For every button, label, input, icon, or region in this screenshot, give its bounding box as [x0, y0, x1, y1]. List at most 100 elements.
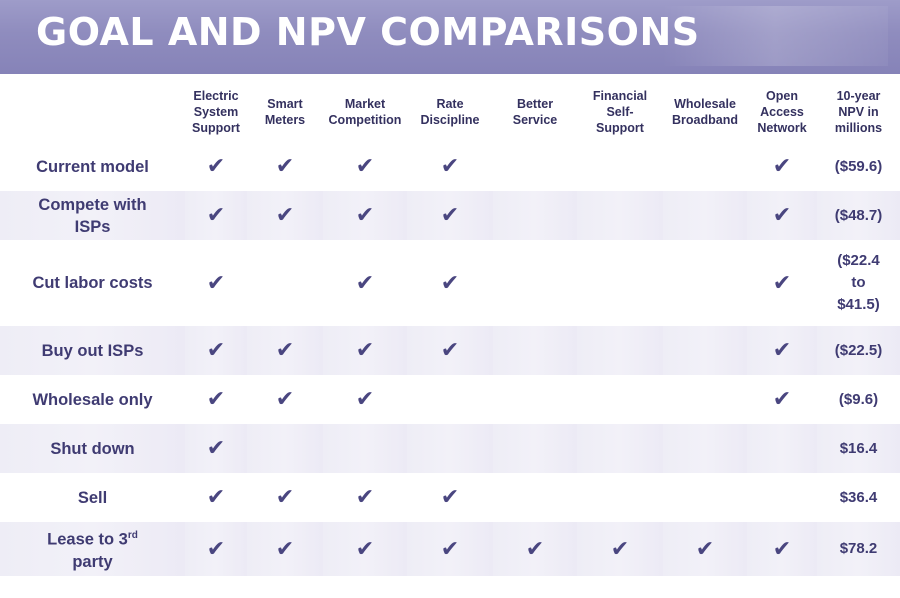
check-cell: ✔ — [247, 191, 323, 240]
check-cell: ✔ — [407, 473, 493, 522]
npv-value: $16.4 — [817, 424, 900, 473]
checkmark-icon: ✔ — [206, 485, 226, 510]
row-label: Wholesale only — [32, 390, 153, 409]
check-cell: ✔ — [663, 522, 747, 576]
check-cell — [407, 375, 493, 424]
check-cell: ✔ — [185, 142, 247, 191]
checkmark-icon: ✔ — [440, 154, 460, 179]
checkmark-icon: ✔ — [772, 203, 792, 228]
comparison-table: Electric System Support Smart Meters Mar… — [0, 82, 900, 576]
checkmark-icon: ✔ — [772, 154, 792, 179]
check-cell — [493, 240, 577, 326]
check-cell: ✔ — [185, 191, 247, 240]
check-cell: ✔ — [323, 142, 407, 191]
check-cell: ✔ — [323, 522, 407, 576]
check-cell — [493, 191, 577, 240]
column-header-npv: 10-year NPV in millions — [834, 89, 883, 135]
row-label: Current model — [36, 157, 149, 176]
check-cell: ✔ — [407, 522, 493, 576]
table-row: Sell ✔ ✔ ✔ ✔ $36.4 — [0, 473, 900, 522]
check-cell — [247, 424, 323, 473]
check-cell: ✔ — [577, 522, 663, 576]
check-cell — [663, 142, 747, 191]
checkmark-icon: ✔ — [275, 338, 295, 363]
check-cell — [493, 142, 577, 191]
row-label: Buy out ISPs — [0, 326, 185, 375]
row-label: Shut down — [0, 424, 185, 473]
check-cell: ✔ — [747, 375, 817, 424]
check-cell — [493, 424, 577, 473]
npv-value: $36.4 — [839, 488, 878, 506]
check-cell — [577, 424, 663, 473]
check-cell: ✔ — [247, 142, 323, 191]
check-cell: ✔ — [747, 522, 817, 576]
checkmark-icon: ✔ — [440, 536, 460, 562]
check-cell — [747, 424, 817, 473]
check-cell — [577, 240, 663, 326]
table-row: Current model ✔ ✔ ✔ ✔ ✔ ($59.6) — [0, 142, 900, 191]
corner-cell — [0, 82, 185, 142]
check-cell — [323, 424, 407, 473]
check-cell — [493, 375, 577, 424]
check-cell: ✔ — [747, 326, 817, 375]
checkmark-icon: ✔ — [355, 338, 375, 363]
column-header: Wholesale Broadband — [672, 97, 738, 127]
column-header: Open Access Network — [757, 89, 807, 135]
check-cell: ✔ — [407, 240, 493, 326]
check-cell — [577, 473, 663, 522]
check-cell — [663, 191, 747, 240]
check-cell — [747, 473, 817, 522]
table-row: Buy out ISPs ✔ ✔ ✔ ✔ ✔ ($22.5) — [0, 326, 900, 375]
checkmark-icon: ✔ — [275, 536, 295, 562]
check-cell: ✔ — [185, 375, 247, 424]
column-header: Market Competition — [328, 97, 402, 127]
check-cell: ✔ — [185, 522, 247, 576]
check-cell: ✔ — [747, 240, 817, 326]
npv-value: ($48.7) — [817, 191, 900, 240]
checkmark-icon: ✔ — [206, 387, 226, 412]
check-cell: ✔ — [185, 424, 247, 473]
checkmark-icon: ✔ — [275, 154, 295, 179]
npv-value: ($22.5) — [817, 326, 900, 375]
column-header: Better Service — [512, 97, 558, 127]
checkmark-icon: ✔ — [440, 338, 460, 363]
npv-value: $78.2 — [817, 522, 900, 576]
check-cell — [663, 240, 747, 326]
checkmark-icon: ✔ — [355, 154, 375, 179]
check-cell: ✔ — [247, 522, 323, 576]
banner-decoration — [662, 6, 888, 66]
checkmark-icon: ✔ — [206, 338, 226, 363]
table-row: Wholesale only ✔ ✔ ✔ ✔ ($9.6) — [0, 375, 900, 424]
checkmark-icon: ✔ — [440, 270, 460, 296]
checkmark-icon: ✔ — [440, 203, 460, 228]
check-cell — [663, 375, 747, 424]
column-header: Financial Self- Support — [592, 89, 648, 135]
row-label: Cut labor costs — [32, 274, 153, 292]
checkmark-icon: ✔ — [525, 536, 545, 562]
row-label: Lease to 3rd party — [0, 522, 185, 576]
check-cell — [493, 326, 577, 375]
npv-value: ($22.4 to $41.5) — [837, 252, 880, 313]
check-cell — [407, 424, 493, 473]
check-cell — [577, 142, 663, 191]
checkmark-icon: ✔ — [206, 154, 226, 179]
checkmark-icon: ✔ — [772, 338, 792, 363]
check-cell: ✔ — [185, 326, 247, 375]
checkmark-icon: ✔ — [355, 270, 375, 296]
checkmark-icon: ✔ — [772, 270, 792, 296]
checkmark-icon: ✔ — [206, 536, 226, 562]
checkmark-icon: ✔ — [275, 485, 295, 510]
check-cell — [493, 473, 577, 522]
checkmark-icon: ✔ — [610, 536, 630, 562]
check-cell: ✔ — [747, 191, 817, 240]
checkmark-icon: ✔ — [206, 436, 226, 461]
npv-value: ($59.6) — [834, 157, 883, 175]
checkmark-icon: ✔ — [695, 536, 715, 562]
check-cell: ✔ — [247, 473, 323, 522]
title-banner: GOAL AND NPV COMPARISONS — [0, 0, 900, 74]
check-cell: ✔ — [323, 473, 407, 522]
check-cell — [663, 326, 747, 375]
check-cell: ✔ — [323, 191, 407, 240]
check-cell: ✔ — [185, 473, 247, 522]
checkmark-icon: ✔ — [275, 387, 295, 412]
